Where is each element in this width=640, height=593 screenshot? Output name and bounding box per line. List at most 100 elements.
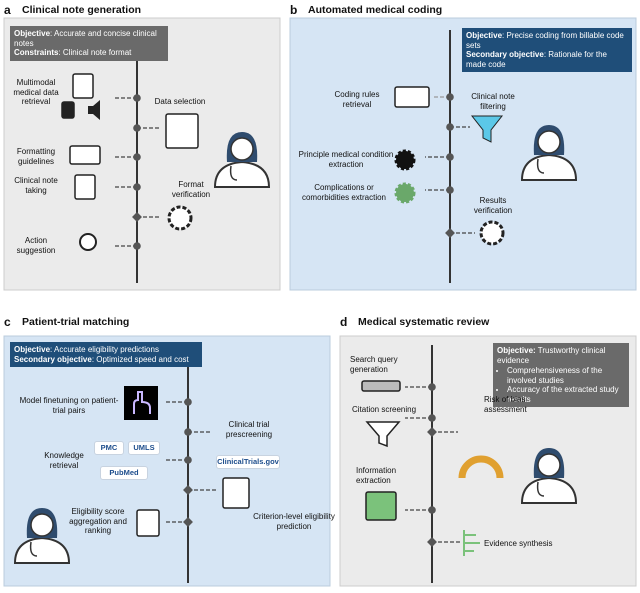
step-label: Coding rules retrieval xyxy=(334,90,380,109)
step-label: Risk of bias assessment xyxy=(484,395,527,414)
objective-text: : Clinical note format xyxy=(58,48,132,57)
objective-label: Objective xyxy=(14,29,51,38)
stethoscope xyxy=(29,541,38,557)
logo: UMLS xyxy=(128,441,160,455)
bullet-list: Comprehensiveness of the involved studie… xyxy=(497,366,625,404)
checklist-icon xyxy=(165,113,199,149)
stethoscope xyxy=(229,165,238,181)
milestone-dot xyxy=(184,456,192,464)
step-label: Clinical note filtering xyxy=(471,92,515,111)
objective-box: Objective: Accurate eligibility predicti… xyxy=(10,342,202,367)
objective-line: Objective: Precise coding from billable … xyxy=(466,31,628,50)
step-label: Knowledge retrieval xyxy=(44,451,84,470)
funnel-icon xyxy=(365,421,401,448)
objective-box: Objective: Trustworthy clinical evidence… xyxy=(493,343,629,407)
step-label: Criterion-level eligibility prediction xyxy=(253,512,335,531)
milestone-dot xyxy=(133,242,141,250)
objective-box: Objective: Precise coding from billable … xyxy=(462,28,632,72)
doctor-icon xyxy=(520,153,578,181)
gear-icon xyxy=(479,220,505,246)
objective-label: Objective xyxy=(466,31,503,40)
bullet: Accuracy of the extracted study results xyxy=(507,385,625,404)
objective-text: : Precise coding from billable code sets xyxy=(466,31,624,50)
objective-text: : Accurate eligibility predictions xyxy=(50,345,159,354)
speaker-icon xyxy=(88,100,100,120)
objective-label: Secondary objective xyxy=(466,50,544,59)
milestone-dot xyxy=(133,124,141,132)
step-label: Information extraction xyxy=(356,466,397,485)
objective-line: Secondary objective: Rationale for the m… xyxy=(466,50,628,69)
milestone-dot xyxy=(184,398,192,406)
milestone-dot xyxy=(446,153,454,161)
step-label: Data selection xyxy=(154,97,206,106)
milestone-dot xyxy=(184,428,192,436)
doctor-icon xyxy=(13,536,71,564)
objective-text: : Optimized speed and cost xyxy=(91,354,189,364)
objective-text: : Accurate and concise clinical notes xyxy=(14,29,157,48)
checklist-icon xyxy=(136,509,160,537)
panel-title: Patient-trial matching xyxy=(22,316,130,328)
doctor-icon xyxy=(520,476,578,504)
panel-letter: b xyxy=(290,3,298,17)
milestone-diamond xyxy=(427,537,437,547)
objective-label: Objective: xyxy=(497,346,536,355)
step-label: Format verification xyxy=(171,180,211,199)
synthesis-icon xyxy=(463,530,480,556)
document-search-icon xyxy=(222,477,250,509)
objective-line: Objective: Accurate eligibility predicti… xyxy=(14,345,198,355)
stethoscope xyxy=(536,481,545,497)
clipboard-icon xyxy=(72,73,94,99)
panel-letter: c xyxy=(4,315,11,329)
step-label: Citation screening xyxy=(352,405,417,414)
milestone-dot xyxy=(133,153,141,161)
objective-text: : Rationale for the made code xyxy=(466,50,607,69)
milestone-diamond xyxy=(445,228,455,238)
book-icon xyxy=(394,86,430,108)
clipboard-icon xyxy=(74,174,96,200)
objective-label: Objective xyxy=(14,345,51,354)
stethoscope xyxy=(536,158,545,174)
panel-title: Clinical note generation xyxy=(22,4,142,16)
gear-icon xyxy=(167,205,193,231)
doctor-face xyxy=(537,453,561,477)
step-label: Principle medical condition extraction xyxy=(298,150,394,169)
milestone-dot xyxy=(133,94,141,102)
bullet: Comprehensiveness of the involved studie… xyxy=(507,366,625,385)
doctor-face xyxy=(30,513,54,537)
logo: ClinicalTrials.gov xyxy=(216,455,280,469)
step-label: Model finetuning on patient-trial pairs xyxy=(19,396,119,415)
milestone-dot xyxy=(133,183,141,191)
step-label: Clinical note taking xyxy=(14,176,58,195)
database-icon xyxy=(61,101,75,119)
objective-line: Objective: Accurate and concise clinical… xyxy=(14,29,164,48)
milestone-dot xyxy=(428,414,436,422)
milestone-dot xyxy=(428,383,436,391)
milestone-dot xyxy=(446,93,454,101)
step-label: Search query generation xyxy=(350,355,398,374)
virus-icon xyxy=(394,182,416,204)
doctor-face xyxy=(230,137,254,161)
step-label: Formatting guidelines xyxy=(16,147,56,166)
milestone-dot xyxy=(446,186,454,194)
objective-line: Constraints: Clinical note format xyxy=(14,48,164,58)
panel-letter: d xyxy=(340,315,348,329)
step-label: Eligibility score aggregation and rankin… xyxy=(69,507,127,535)
step-label: Results verification xyxy=(473,196,513,215)
milestone-diamond xyxy=(132,212,142,222)
objective-label: Constraints xyxy=(14,48,59,57)
objective-box: Objective: Accurate and concise clinical… xyxy=(10,26,168,61)
step-label: Evidence synthesis xyxy=(484,539,553,548)
search-bar-icon xyxy=(361,380,401,392)
step-label: Action suggestion xyxy=(16,236,56,255)
objective-line: Objective: Trustworthy clinical evidence xyxy=(497,346,625,365)
milestone-diamond xyxy=(183,517,193,527)
panel-title: Medical systematic review xyxy=(358,316,490,328)
extraction-icon xyxy=(365,491,397,521)
logo: PMC xyxy=(94,441,124,455)
objective-text: Trustworthy clinical evidence xyxy=(497,346,606,365)
objective-line: Secondary objective: Optimized speed and… xyxy=(14,355,198,365)
step-label: Complications or comorbidities extractio… xyxy=(301,183,387,202)
milestone-dot xyxy=(428,506,436,514)
